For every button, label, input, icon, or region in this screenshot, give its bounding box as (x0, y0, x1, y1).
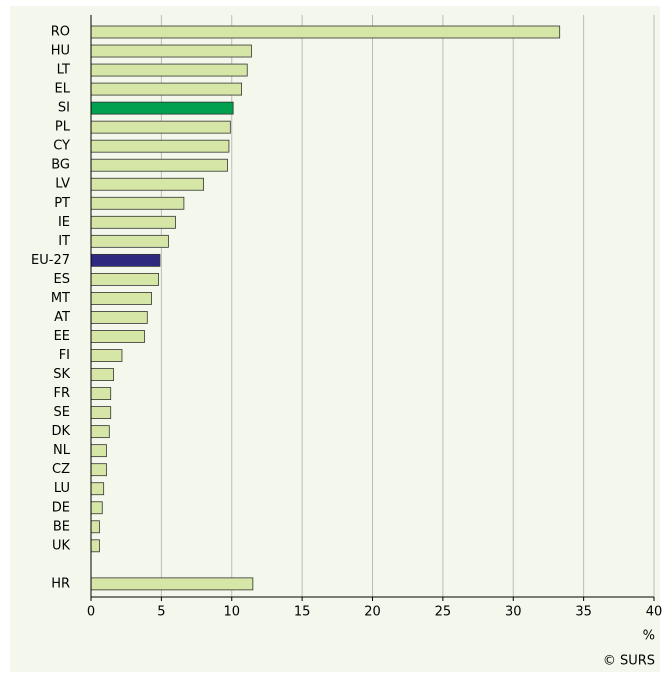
y-tick-label: IT (58, 234, 70, 249)
bar (90, 406, 112, 420)
bar (90, 272, 159, 286)
bar (90, 292, 152, 305)
x-tick-label: 35 (575, 605, 592, 620)
x-tick-label: 40 (646, 605, 663, 620)
y-tick-label: MT (51, 291, 70, 306)
x-tick-label: 10 (223, 605, 240, 620)
y-tick-label: HR (51, 576, 70, 591)
y-tick-label: DE (52, 500, 70, 515)
bar (90, 139, 230, 153)
y-tick-label: UK (52, 538, 71, 553)
bar (90, 63, 248, 77)
y-tick-label: HU (51, 44, 70, 59)
y-tick-label: FR (53, 386, 70, 401)
y-tick-label: SK (53, 367, 70, 382)
bar (90, 82, 243, 96)
bar (90, 463, 107, 477)
source: © SURS (603, 654, 655, 669)
y-tick-label: LU (54, 481, 70, 496)
x-tick-label: 20 (364, 605, 381, 620)
y-tick-label: ES (54, 272, 70, 287)
bar (90, 101, 234, 115)
y-tick-label: EE (54, 329, 70, 344)
bar (90, 120, 231, 134)
y-tick-label: CZ (52, 462, 70, 477)
y-tick-label: LT (57, 63, 70, 78)
y-tick-label: SI (58, 101, 70, 116)
y-tick-label: IE (58, 215, 70, 230)
x-tick-label: 30 (505, 605, 522, 620)
bar (90, 425, 110, 439)
bar (90, 577, 254, 591)
y-tick-label: RO (51, 25, 70, 40)
bar (90, 349, 123, 362)
y-tick-label: BG (51, 158, 70, 173)
y-tick-label: LV (55, 177, 70, 192)
y-tick-label: EU-27 (31, 253, 70, 268)
x-tick-label: 25 (435, 605, 452, 620)
bar (90, 177, 204, 191)
x-tick-label: 0 (87, 605, 95, 620)
y-tick-label: AT (54, 310, 70, 325)
bar (90, 368, 114, 381)
bar (90, 330, 145, 343)
bar (90, 215, 176, 229)
bar (90, 44, 252, 58)
y-tick-label: PL (55, 120, 71, 135)
bar (90, 253, 161, 267)
x-tick-label: 15 (294, 605, 311, 620)
y-tick-label: DK (51, 424, 70, 439)
y-tick-label: SE (54, 405, 70, 420)
bar (90, 387, 112, 400)
y-tick-label: CY (53, 139, 70, 154)
x-tick-label: 5 (157, 605, 165, 620)
y-tick-label: FI (59, 348, 70, 363)
x-axis-label: % (643, 629, 655, 644)
bar (90, 311, 148, 324)
y-tick-label: EL (55, 82, 71, 97)
bar (90, 234, 169, 248)
bar (90, 25, 561, 39)
bar (90, 482, 105, 496)
bar (90, 444, 107, 458)
bar (90, 196, 185, 210)
bar (90, 520, 100, 534)
y-tick-label: PT (54, 196, 70, 211)
bar (90, 158, 228, 172)
bar (90, 501, 103, 515)
y-tick-label: BE (53, 519, 70, 534)
y-tick-label: NL (53, 443, 71, 458)
bar (90, 539, 100, 553)
